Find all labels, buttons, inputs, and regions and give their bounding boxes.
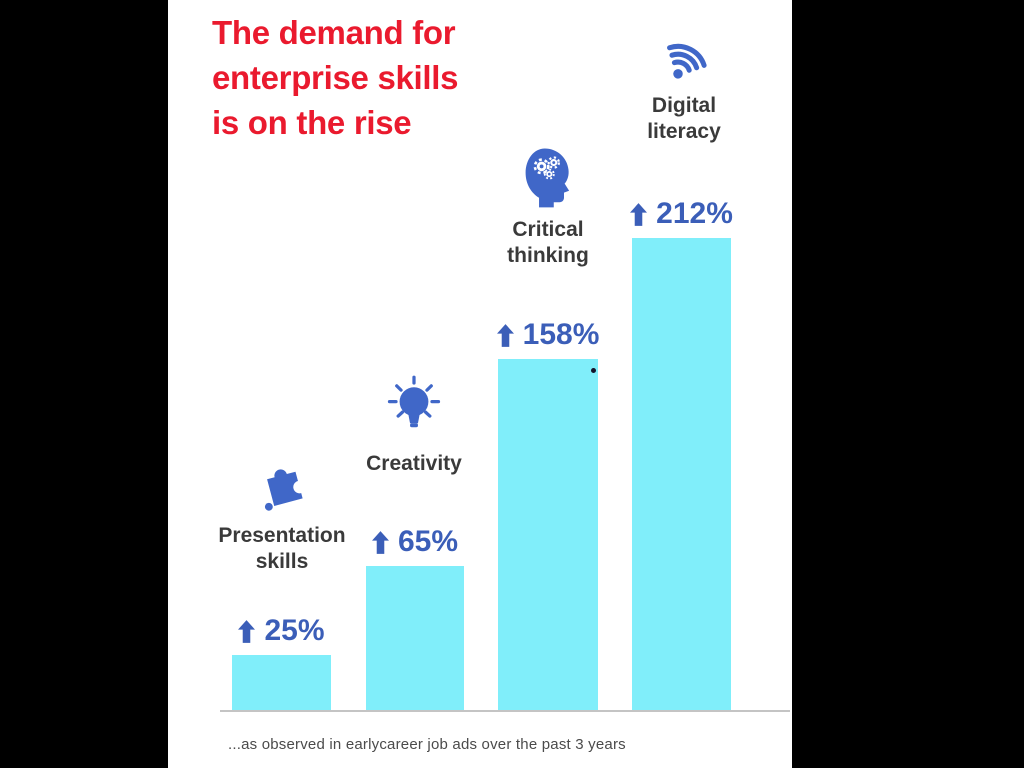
stray-dot-mark [591,368,596,373]
category-header-presentation-skills: Presentation skills [212,454,352,575]
up-arrow-icon [496,323,514,347]
category-label: Critical thinking [507,217,589,269]
bar-group-critical-thinking: 158% [496,318,600,711]
up-arrow-icon [238,619,256,643]
up-arrow-icon [630,202,648,226]
value-label: 25% [238,614,325,648]
category-label-line: Creativity [366,452,462,475]
category-label-line: skills [255,550,309,573]
value-text: 212% [656,197,733,230]
title-line-2: enterprise skills [212,59,459,96]
up-arrow-icon [371,530,389,554]
lightbulb-icon [378,370,450,442]
bar-critical-thinking [498,359,598,711]
puzzle-piece-icon [252,454,312,514]
bar-group-digital-literacy: 212% [630,197,733,711]
x-axis-baseline [220,710,790,712]
value-text: 65% [397,525,459,558]
category-label-line: Digital [651,94,717,117]
category-label-line: thinking [507,244,589,267]
value-label: 65% [371,525,459,559]
bar-group-presentation-skills: 25% [232,614,331,711]
category-header-creativity: Creativity [346,370,482,477]
category-label: Creativity [366,451,462,477]
category-label-line: Presentation [218,524,346,547]
bar-creativity [366,566,464,711]
bar-group-creativity: 65% [366,525,464,711]
wifi-signal-icon [656,28,712,84]
value-text: 25% [264,614,325,647]
value-text: 158% [522,318,600,351]
head-gears-icon [516,144,580,208]
category-label: Digital literacy [647,93,721,145]
category-header-critical-thinking: Critical thinking [480,144,616,269]
category-header-digital-literacy: Digital literacy [616,28,752,145]
chart-caption: ...as observed in earlycareer job ads ov… [228,736,626,753]
bar-digital-literacy [632,238,731,711]
title-line-3: is on the rise [212,104,412,141]
category-label: Presentation skills [218,523,345,575]
value-label: 158% [496,318,600,352]
title-line-1: The demand for [212,14,456,51]
category-label-line: literacy [647,120,721,143]
category-label-line: Critical [512,218,584,241]
infographic-stage: The demand for enterprise skills is on t… [168,0,792,768]
chart-title: The demand for enterprise skills is on t… [212,10,459,145]
value-label: 212% [630,197,733,231]
bar-presentation-skills [232,655,331,711]
